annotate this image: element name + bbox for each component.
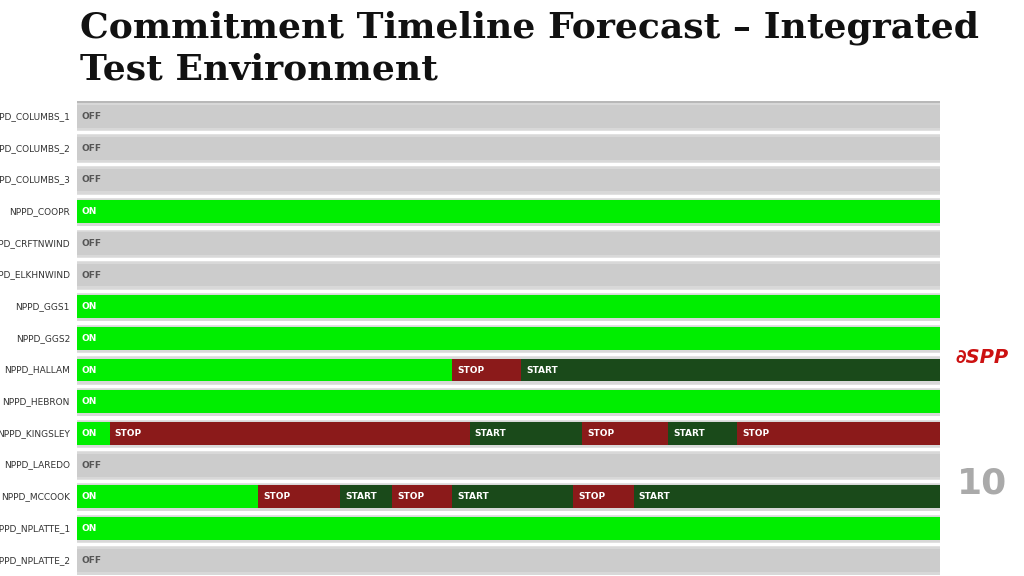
Text: OFF: OFF [82,271,102,279]
Text: STOP: STOP [579,492,605,501]
Text: Commitment Timeline Forecast – Integrated
Test Environment: Commitment Timeline Forecast – Integrate… [80,11,979,86]
Text: ON: ON [82,524,97,533]
Bar [634,486,940,508]
Bar [77,232,940,255]
Bar [77,391,940,413]
Bar [77,295,940,318]
Bar [340,486,392,508]
Bar [77,264,940,286]
Bar [77,486,258,508]
Bar [77,291,940,321]
Text: START: START [526,366,558,374]
Text: ON: ON [82,366,97,374]
Bar [77,137,940,160]
Text: STOP: STOP [458,366,484,374]
Bar [77,259,940,290]
Text: ON: ON [82,334,97,343]
Bar [77,105,940,128]
Text: NPPD_COOPR: NPPD_COOPR [9,207,70,216]
Text: NPPD_COLUMBS_2: NPPD_COLUMBS_2 [0,144,70,153]
Text: NPPD_CRFTNWIND: NPPD_CRFTNWIND [0,239,70,248]
Bar [77,517,940,540]
Bar [77,200,940,223]
Bar [110,422,470,445]
Text: START: START [345,492,377,501]
Bar [668,422,737,445]
Bar [77,549,940,571]
Text: NPPD_GGS2: NPPD_GGS2 [15,334,70,343]
Text: START: START [475,429,507,438]
Text: NPPD_ELKHNWIND: NPPD_ELKHNWIND [0,271,70,279]
Text: NPPD_LAREDO: NPPD_LAREDO [4,461,70,469]
Bar [77,169,940,191]
Bar [258,486,340,508]
Text: OFF: OFF [82,144,102,153]
Text: START: START [458,492,489,501]
Text: NPPD_COLUMBS_1: NPPD_COLUMBS_1 [0,112,70,121]
Text: ∂SPP: ∂SPP [955,348,1009,366]
Bar [77,422,110,445]
Bar [77,386,940,416]
Bar [77,196,940,226]
Bar [77,354,940,385]
Text: START: START [674,429,706,438]
Bar [77,513,940,543]
Text: NPPD_HALLAM: NPPD_HALLAM [4,366,70,374]
Text: NPPD_HEBRON: NPPD_HEBRON [2,397,70,406]
Text: ON: ON [82,207,97,216]
Bar [77,481,940,511]
Bar [521,359,940,381]
Bar [77,323,940,353]
Bar [77,164,940,195]
Text: ON: ON [82,429,97,438]
Bar [453,359,521,381]
Text: STOP: STOP [397,492,424,501]
Text: NPPD_NPLATTE_2: NPPD_NPLATTE_2 [0,556,70,564]
Bar [392,486,453,508]
Bar [77,418,940,448]
Text: OFF: OFF [82,239,102,248]
Bar [77,454,940,476]
Text: NPPD_KINGSLEY: NPPD_KINGSLEY [0,429,70,438]
Text: STOP: STOP [587,429,614,438]
Bar [77,228,940,258]
Text: STOP: STOP [115,429,142,438]
Bar [453,486,573,508]
Bar [77,101,940,131]
Text: NPPD_GGS1: NPPD_GGS1 [15,302,70,311]
Bar [582,422,668,445]
Text: ON: ON [82,397,97,406]
Bar [77,359,453,381]
Bar [77,101,940,103]
Text: START: START [639,492,671,501]
Text: STOP: STOP [742,429,769,438]
Text: OFF: OFF [82,176,102,184]
Text: OFF: OFF [82,556,102,564]
Text: NPPD_NPLATTE_1: NPPD_NPLATTE_1 [0,524,70,533]
Bar [470,422,582,445]
Text: ON: ON [82,302,97,311]
Text: ON: ON [82,492,97,501]
Bar [77,449,940,480]
Text: 10: 10 [956,467,1008,501]
Text: NPPD_MCCOOK: NPPD_MCCOOK [1,492,70,501]
Text: OFF: OFF [82,112,102,121]
Bar [77,544,940,575]
Bar [737,422,940,445]
Bar [77,327,940,350]
Bar [573,486,634,508]
Bar [77,132,940,163]
Text: OFF: OFF [82,461,102,469]
Text: NPPD_COLUMBS_3: NPPD_COLUMBS_3 [0,176,70,184]
Text: STOP: STOP [263,492,291,501]
